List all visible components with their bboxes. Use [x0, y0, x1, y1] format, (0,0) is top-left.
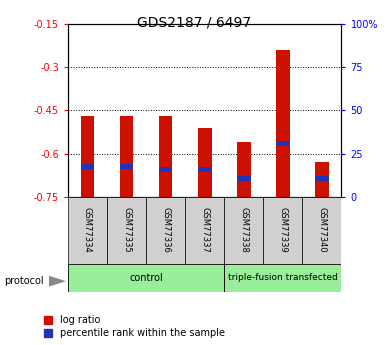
Bar: [81, 116, 94, 197]
Bar: [120, 164, 133, 169]
Bar: [68, 264, 224, 292]
Bar: [198, 128, 211, 197]
Bar: [159, 116, 172, 197]
Bar: [185, 197, 224, 264]
Text: GSM77334: GSM77334: [83, 207, 92, 253]
Text: triple-fusion transfected: triple-fusion transfected: [228, 273, 338, 282]
Text: GSM77340: GSM77340: [317, 207, 326, 253]
Bar: [237, 142, 251, 197]
Text: GSM77338: GSM77338: [239, 207, 248, 253]
Bar: [315, 162, 329, 197]
Bar: [263, 197, 302, 264]
Bar: [224, 197, 263, 264]
Bar: [81, 164, 94, 169]
Text: GDS2187 / 6497: GDS2187 / 6497: [137, 16, 251, 30]
Bar: [302, 197, 341, 264]
Text: GSM77335: GSM77335: [122, 207, 131, 253]
Bar: [276, 141, 290, 146]
Polygon shape: [48, 276, 66, 287]
Bar: [107, 197, 146, 264]
Bar: [68, 197, 107, 264]
Bar: [237, 176, 251, 181]
Bar: [224, 264, 341, 292]
Text: protocol: protocol: [4, 276, 43, 286]
Bar: [159, 167, 172, 172]
Text: GSM77339: GSM77339: [278, 207, 288, 253]
Text: control: control: [129, 273, 163, 283]
Bar: [120, 116, 133, 197]
Bar: [146, 197, 185, 264]
Text: GSM77336: GSM77336: [161, 207, 170, 253]
Bar: [276, 50, 290, 197]
Text: GSM77337: GSM77337: [200, 207, 209, 253]
Bar: [198, 167, 211, 172]
Bar: [315, 176, 329, 181]
Legend: log ratio, percentile rank within the sample: log ratio, percentile rank within the sa…: [44, 315, 225, 338]
